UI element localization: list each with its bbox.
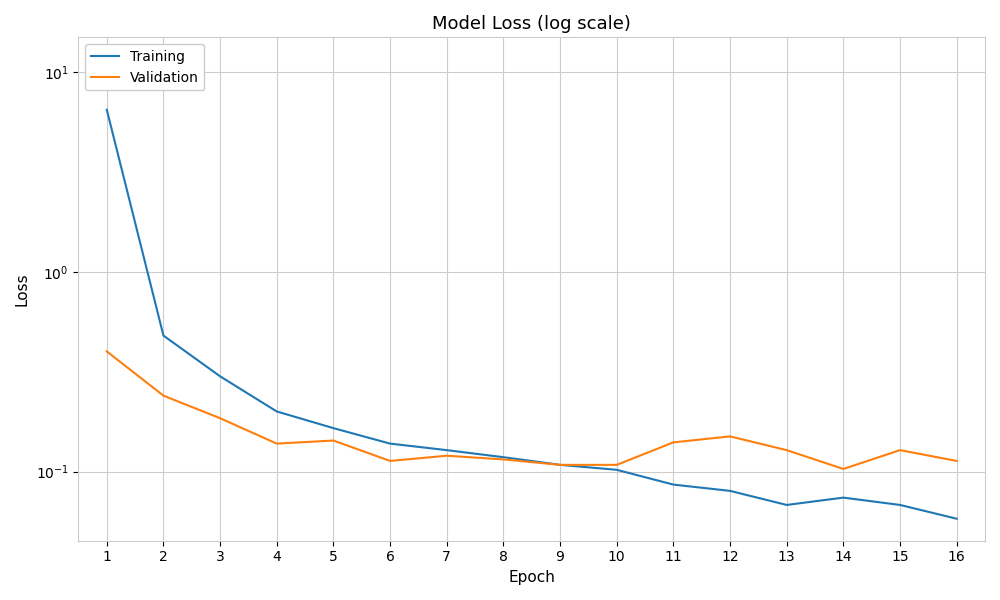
Legend: Training, Validation: Training, Validation xyxy=(85,44,204,91)
Validation xyxy=(384,457,396,464)
Validation xyxy=(101,348,113,355)
Training xyxy=(951,515,963,523)
Training xyxy=(554,461,566,469)
Y-axis label: Loss: Loss xyxy=(15,272,30,306)
Validation xyxy=(724,433,736,440)
Title: Model Loss (log scale): Model Loss (log scale) xyxy=(432,15,631,33)
Validation xyxy=(951,457,963,464)
Training xyxy=(724,487,736,494)
Training xyxy=(611,466,623,473)
Validation xyxy=(214,415,226,422)
Training xyxy=(441,446,453,454)
Line: Validation: Validation xyxy=(107,352,957,469)
Training xyxy=(214,373,226,380)
Training xyxy=(667,481,679,488)
Validation xyxy=(837,466,849,473)
Validation xyxy=(441,452,453,460)
Validation xyxy=(667,439,679,446)
X-axis label: Epoch: Epoch xyxy=(508,570,555,585)
Training xyxy=(894,502,906,509)
Validation xyxy=(327,437,339,444)
Training xyxy=(101,106,113,113)
Validation xyxy=(271,440,283,447)
Training xyxy=(157,332,169,339)
Validation xyxy=(554,461,566,469)
Training xyxy=(271,408,283,415)
Training xyxy=(837,494,849,501)
Validation xyxy=(497,456,509,463)
Training xyxy=(497,454,509,461)
Validation xyxy=(611,461,623,469)
Validation xyxy=(157,392,169,399)
Line: Training: Training xyxy=(107,110,957,519)
Training xyxy=(327,425,339,432)
Training xyxy=(781,502,793,509)
Validation xyxy=(781,446,793,454)
Training xyxy=(384,440,396,447)
Validation xyxy=(894,446,906,454)
